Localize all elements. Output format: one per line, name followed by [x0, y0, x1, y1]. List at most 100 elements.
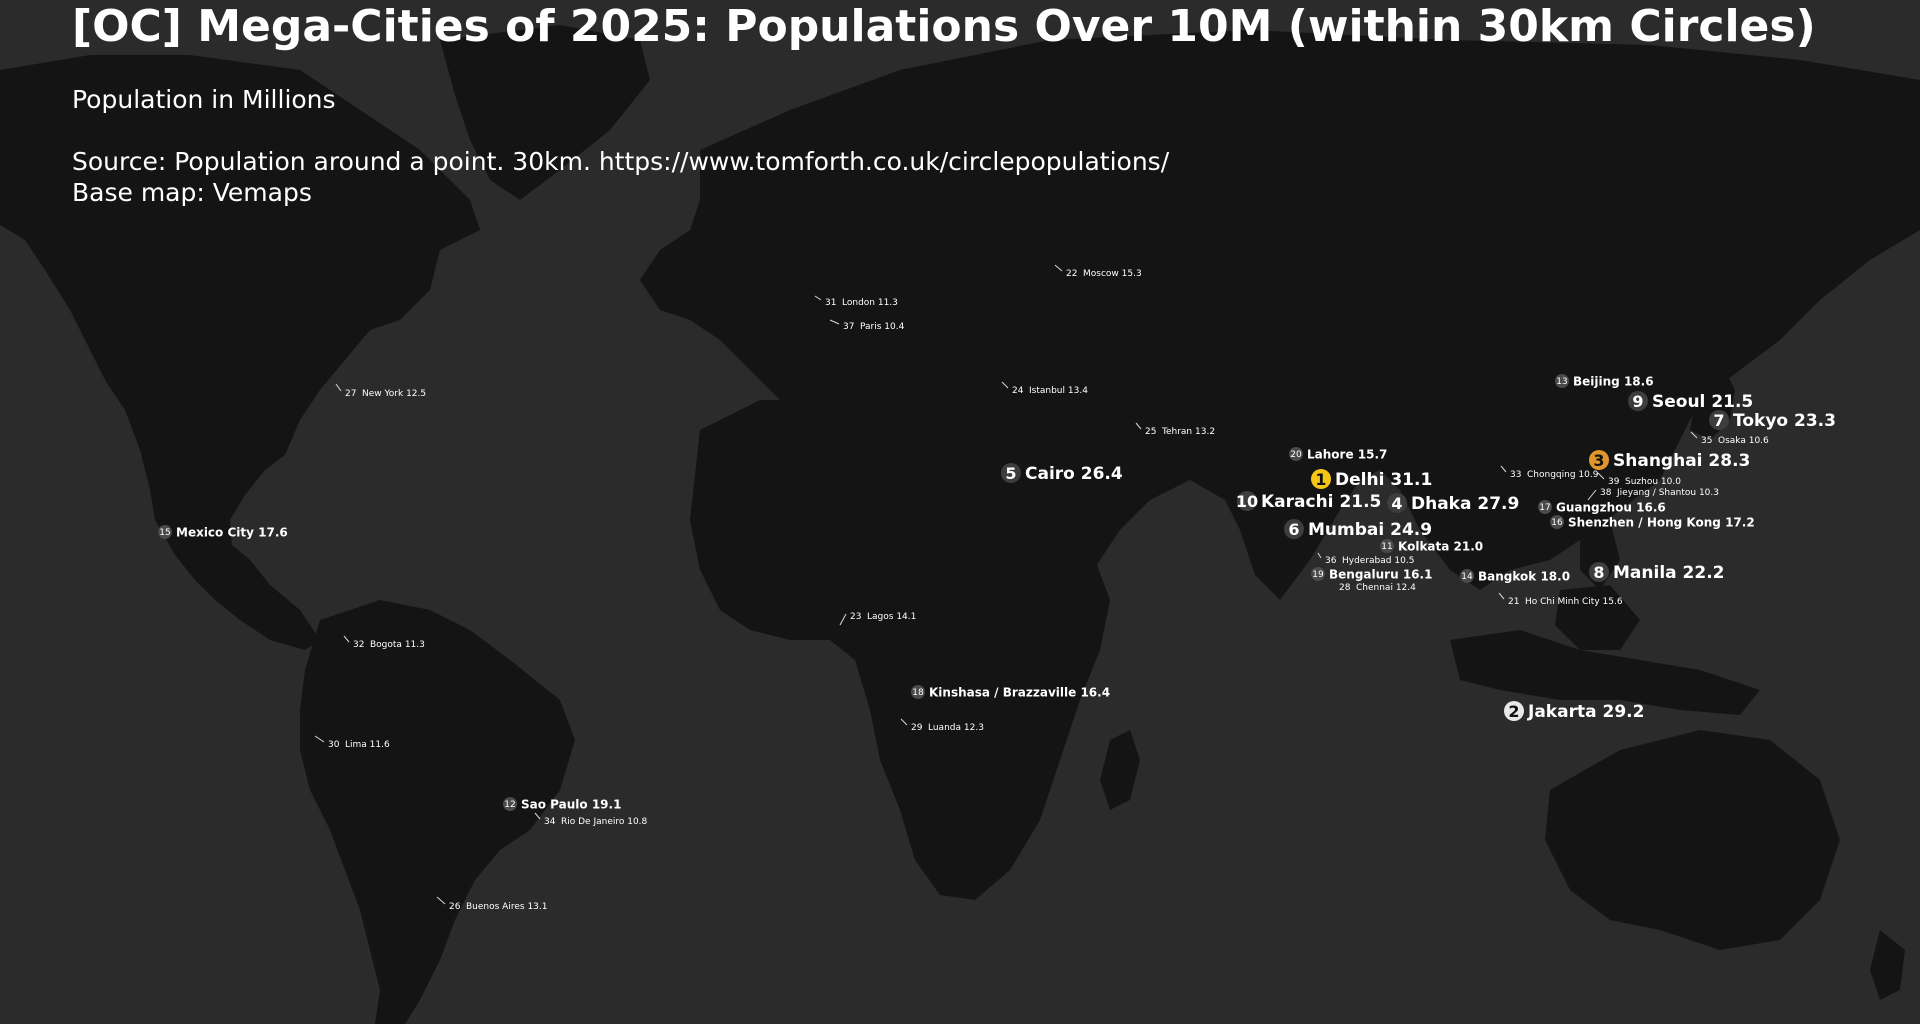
- city-label: Lima 11.6: [345, 740, 390, 750]
- city-marker-bengaluru: 19 Bengaluru 16.1: [1311, 567, 1432, 581]
- city-population: 10.9: [1578, 470, 1598, 480]
- city-label: Bangkok 18.0: [1478, 569, 1570, 583]
- leader-line: [1001, 381, 1009, 389]
- rank-badge: [1460, 569, 1474, 583]
- new-zealand-landmass: [1870, 930, 1905, 1000]
- city-name: Chongqing: [1527, 470, 1578, 480]
- city-population: 24.9: [1390, 520, 1432, 540]
- city-label: Jakarta 29.2: [1527, 702, 1644, 722]
- city-name: Mexico City: [176, 525, 258, 539]
- city-marker-osaka: 35 Osaka 10.6: [1690, 431, 1769, 446]
- city-population: 22.2: [1683, 563, 1725, 583]
- rank-number: 9: [1632, 392, 1643, 411]
- city-marker-seoul: 9 Seoul 21.5: [1628, 391, 1753, 412]
- rank-number: 6: [1288, 520, 1299, 539]
- city-name: Rio De Janeiro: [561, 817, 627, 827]
- leader-line: [1597, 472, 1605, 480]
- city-population: 11.3: [405, 640, 425, 650]
- city-label: Suzhou 10.0: [1625, 477, 1681, 487]
- city-name: Karachi: [1261, 492, 1339, 512]
- rank-number: 7: [1713, 411, 1724, 430]
- rank-badge: [1284, 519, 1304, 539]
- rank-badge: [158, 525, 172, 539]
- city-label: Cairo 26.4: [1025, 464, 1123, 484]
- leader-line: [343, 635, 350, 643]
- chart-title: [OC] Mega-Cities of 2025: Populations Ov…: [72, 1, 1816, 52]
- city-name: Ho Chi Minh City: [1525, 597, 1603, 607]
- city-label: Buenos Aires 13.1: [466, 902, 547, 912]
- city-label: Moscow 15.3: [1083, 269, 1142, 279]
- borneo-landmass: [1555, 585, 1640, 650]
- rank-number: 28: [1339, 583, 1351, 593]
- city-name: Bogota: [370, 640, 405, 650]
- city-population: 21.5: [1711, 392, 1753, 412]
- city-marker-new-york: 27 New York 12.5: [335, 383, 426, 399]
- city-label: Mexico City 17.6: [176, 525, 288, 539]
- city-name: New York: [362, 389, 406, 399]
- city-name: Kinshasa / Brazzaville: [929, 685, 1080, 699]
- rank-badge: [1504, 701, 1524, 721]
- rank-number: 20: [1290, 450, 1302, 460]
- rank-number: 35: [1701, 436, 1712, 446]
- city-population: 15.3: [1122, 269, 1142, 279]
- city-name: Guangzhou: [1556, 500, 1636, 514]
- leader-line: [1317, 552, 1322, 559]
- city-name: Bengaluru: [1329, 567, 1403, 581]
- city-label: Bengaluru 16.1: [1329, 567, 1432, 581]
- rank-number: 10: [1236, 492, 1258, 511]
- city-population: 15.7: [1358, 447, 1388, 461]
- city-population: 13.2: [1195, 427, 1215, 437]
- rank-number: 32: [353, 640, 364, 650]
- rank-number: 17: [1539, 503, 1550, 513]
- rank-badge: [1589, 562, 1609, 582]
- city-label: Lagos 14.1: [867, 612, 916, 622]
- city-marker-delhi: 1 Delhi 31.1: [1311, 469, 1432, 490]
- leader-line: [839, 613, 847, 626]
- rank-number: 1: [1315, 470, 1326, 489]
- city-name: Lima: [345, 740, 370, 750]
- leader-line: [1054, 264, 1063, 272]
- city-marker-jieyang-shantou: 38 Jieyang / Shantou 10.3: [1587, 488, 1719, 501]
- city-name: Cairo: [1025, 464, 1081, 484]
- britain-landmass: [770, 240, 815, 310]
- greenland-landmass: [440, 25, 650, 200]
- city-label: Hyderabad 10.5: [1342, 556, 1414, 566]
- leader-line: [1135, 422, 1142, 430]
- leader-line: [1500, 465, 1507, 473]
- leader-line: [436, 896, 446, 905]
- leader-line: [335, 383, 342, 392]
- rank-badge: [1589, 450, 1609, 470]
- rank-number: 29: [911, 723, 923, 733]
- city-name: Luanda: [928, 723, 964, 733]
- city-marker-shanghai: 3 Shanghai 28.3: [1589, 450, 1750, 471]
- australia-landmass: [1545, 730, 1840, 950]
- leader-line: [814, 295, 822, 301]
- city-label: Mumbai 24.9: [1308, 520, 1432, 540]
- city-population: 10.4: [884, 322, 904, 332]
- city-label: Tokyo 23.3: [1733, 411, 1836, 431]
- south-america-landmass: [300, 600, 575, 1024]
- rank-number: 11: [1381, 542, 1392, 552]
- city-marker-istanbul: 24 Istanbul 13.4: [1001, 381, 1088, 396]
- city-label: Rio De Janeiro 10.8: [561, 817, 648, 827]
- city-population: 10.8: [627, 817, 647, 827]
- rank-number: 19: [1312, 570, 1324, 580]
- rank-badge: [1311, 567, 1325, 581]
- city-population: 17.6: [258, 525, 288, 539]
- city-name: Moscow: [1083, 269, 1122, 279]
- rank-number: 5: [1005, 464, 1016, 483]
- city-name: Manila: [1613, 563, 1683, 583]
- africa-landmass: [690, 400, 1110, 900]
- rank-number: 33: [1510, 470, 1521, 480]
- rank-badge: [911, 685, 925, 699]
- city-label: Shanghai 28.3: [1613, 451, 1750, 471]
- leader-line: [314, 735, 325, 743]
- city-marker-sao-paulo: 12 Sao Paulo 19.1: [503, 797, 621, 811]
- city-name: Sao Paulo: [521, 797, 592, 811]
- city-marker-ho-chi-minh-city: 21 Ho Chi Minh City 15.6: [1498, 592, 1623, 607]
- city-marker-tokyo: 7 Tokyo 23.3: [1709, 410, 1836, 431]
- city-name: Lagos: [867, 612, 896, 622]
- indonesia-landmass: [1450, 630, 1760, 715]
- city-name: Tokyo: [1733, 411, 1794, 431]
